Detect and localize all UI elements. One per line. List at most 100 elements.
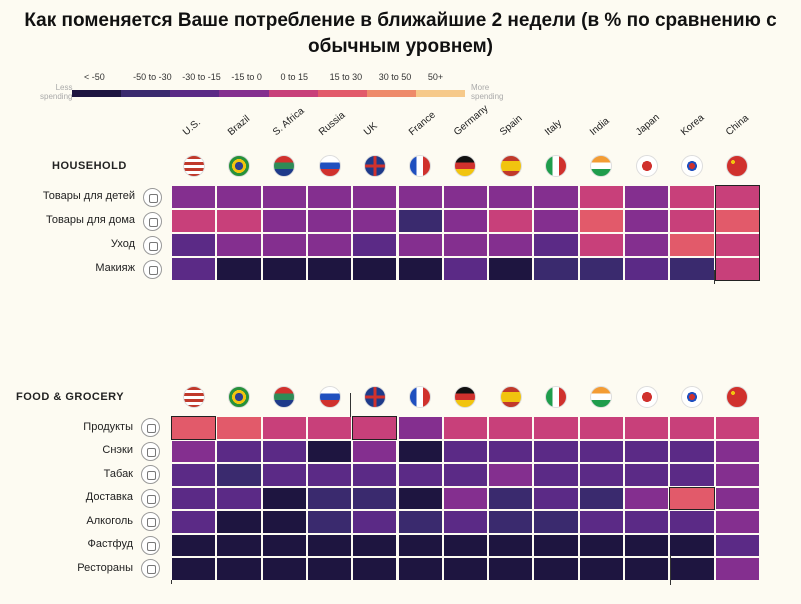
heatmap-cell [533, 209, 579, 233]
category-icon [141, 488, 160, 508]
category-icon [141, 441, 160, 461]
heatmap-cell [261, 533, 307, 557]
heatmap-cell [488, 463, 534, 487]
heatmap-cell [624, 463, 670, 487]
row-label: Товары для дома [46, 214, 135, 226]
flag-u-s-icon [182, 386, 205, 408]
heatmap-cell [216, 439, 262, 463]
category-icon [141, 559, 160, 579]
heatmap-cell [261, 486, 307, 510]
heatmap-cell [306, 233, 353, 257]
flag-korea-icon [680, 155, 703, 177]
heatmap-cell [397, 533, 443, 557]
heatmap-cell [442, 557, 489, 581]
heatmap-cell [624, 439, 670, 463]
flag-uk-icon [363, 155, 386, 177]
country-label: India [588, 115, 612, 138]
heatmap-cell [306, 439, 353, 463]
heatmap-cell [714, 209, 760, 233]
heatmap-cell [397, 257, 443, 281]
row-label: Алкоголь [86, 514, 133, 527]
heatmap-cell [624, 533, 670, 557]
heatmap-cell [488, 185, 534, 209]
heatmap-cell [261, 557, 307, 581]
country-label: Spain [497, 113, 525, 138]
flag-china-icon [726, 386, 749, 408]
heatmap-cell [714, 557, 760, 581]
country-label: Russia [316, 109, 347, 138]
heatmap-cell [216, 416, 262, 440]
heatmap-cell [488, 257, 534, 281]
legend-label: 15 to 30 [329, 72, 363, 82]
heatmap-cell [352, 185, 398, 209]
heatmap-cell [578, 185, 624, 209]
heatmap-cell [533, 510, 579, 534]
heatmap-cell [624, 510, 670, 534]
heatmap-cell [397, 486, 443, 510]
heatmap-cell [352, 209, 398, 233]
category-icon [143, 259, 162, 279]
flag-japan-icon [635, 386, 658, 408]
chart-title: Как поменяется Ваше потребление в ближай… [24, 10, 777, 57]
flag-russia-icon [318, 386, 341, 408]
heatmap-cell [488, 416, 534, 440]
heatmap-cell [216, 533, 262, 557]
flag-china-icon [726, 155, 749, 177]
heatmap-cell [578, 486, 624, 510]
row-label: Продукты [83, 420, 133, 433]
heatmap-cell [669, 486, 715, 510]
legend-swatch [170, 90, 220, 97]
heatmap-cell [714, 486, 760, 510]
legend-swatch [415, 90, 465, 97]
category-icon [143, 235, 162, 255]
heatmap-cell [261, 510, 307, 534]
heatmap-cell [261, 463, 307, 487]
heatmap-cell [578, 533, 624, 557]
heatmap-cell [397, 510, 443, 534]
heatmap-cell [488, 486, 534, 510]
heatmap-cell [442, 510, 489, 534]
heatmap-cell [397, 209, 443, 233]
legend-label: 0 to 15 [280, 72, 309, 82]
flag-italy-icon [545, 386, 568, 408]
heatmap-cell [352, 233, 398, 257]
heatmap-cell [669, 416, 715, 440]
section-title: HOUSEHOLD [52, 160, 127, 172]
heatmap-cell [171, 257, 217, 281]
heatmap-cell [306, 416, 353, 440]
heatmap-cell [669, 463, 715, 487]
heatmap-cell [352, 416, 398, 440]
heatmap-cell [714, 185, 760, 209]
heatmap-cell [171, 510, 217, 534]
legend-label: -30 to -15 [182, 72, 221, 82]
heatmap-cell [171, 233, 217, 257]
heatmap-cell [442, 257, 489, 281]
heatmap-cell [578, 257, 624, 281]
heatmap-cell [306, 510, 353, 534]
country-label: UK [361, 120, 380, 138]
heatmap-cell [261, 257, 307, 281]
heatmap-cell [216, 557, 262, 581]
heatmap-cell [488, 233, 534, 257]
heatmap-cell [397, 557, 443, 581]
flag-italy-icon [545, 155, 568, 177]
heatmap-cell [352, 257, 398, 281]
country-label: Korea [678, 112, 707, 138]
row-label: Макияж [95, 262, 135, 274]
heatmap-cell [669, 557, 715, 581]
heatmap-cell [171, 533, 217, 557]
heatmap-cell [306, 185, 353, 209]
flag-uk-icon [363, 386, 386, 408]
heatmap-cell [624, 209, 670, 233]
heatmap-cell [488, 533, 534, 557]
heatmap-cell [352, 439, 398, 463]
heatmap-cell [442, 233, 489, 257]
flag-germany-icon [454, 386, 477, 408]
heatmap-cell [714, 257, 760, 281]
heatmap-cell [397, 416, 443, 440]
heatmap-cell [171, 486, 217, 510]
heatmap-cell [216, 257, 262, 281]
heatmap-cell [352, 486, 398, 510]
heatmap-cell [442, 486, 489, 510]
flag-japan-icon [635, 155, 658, 177]
